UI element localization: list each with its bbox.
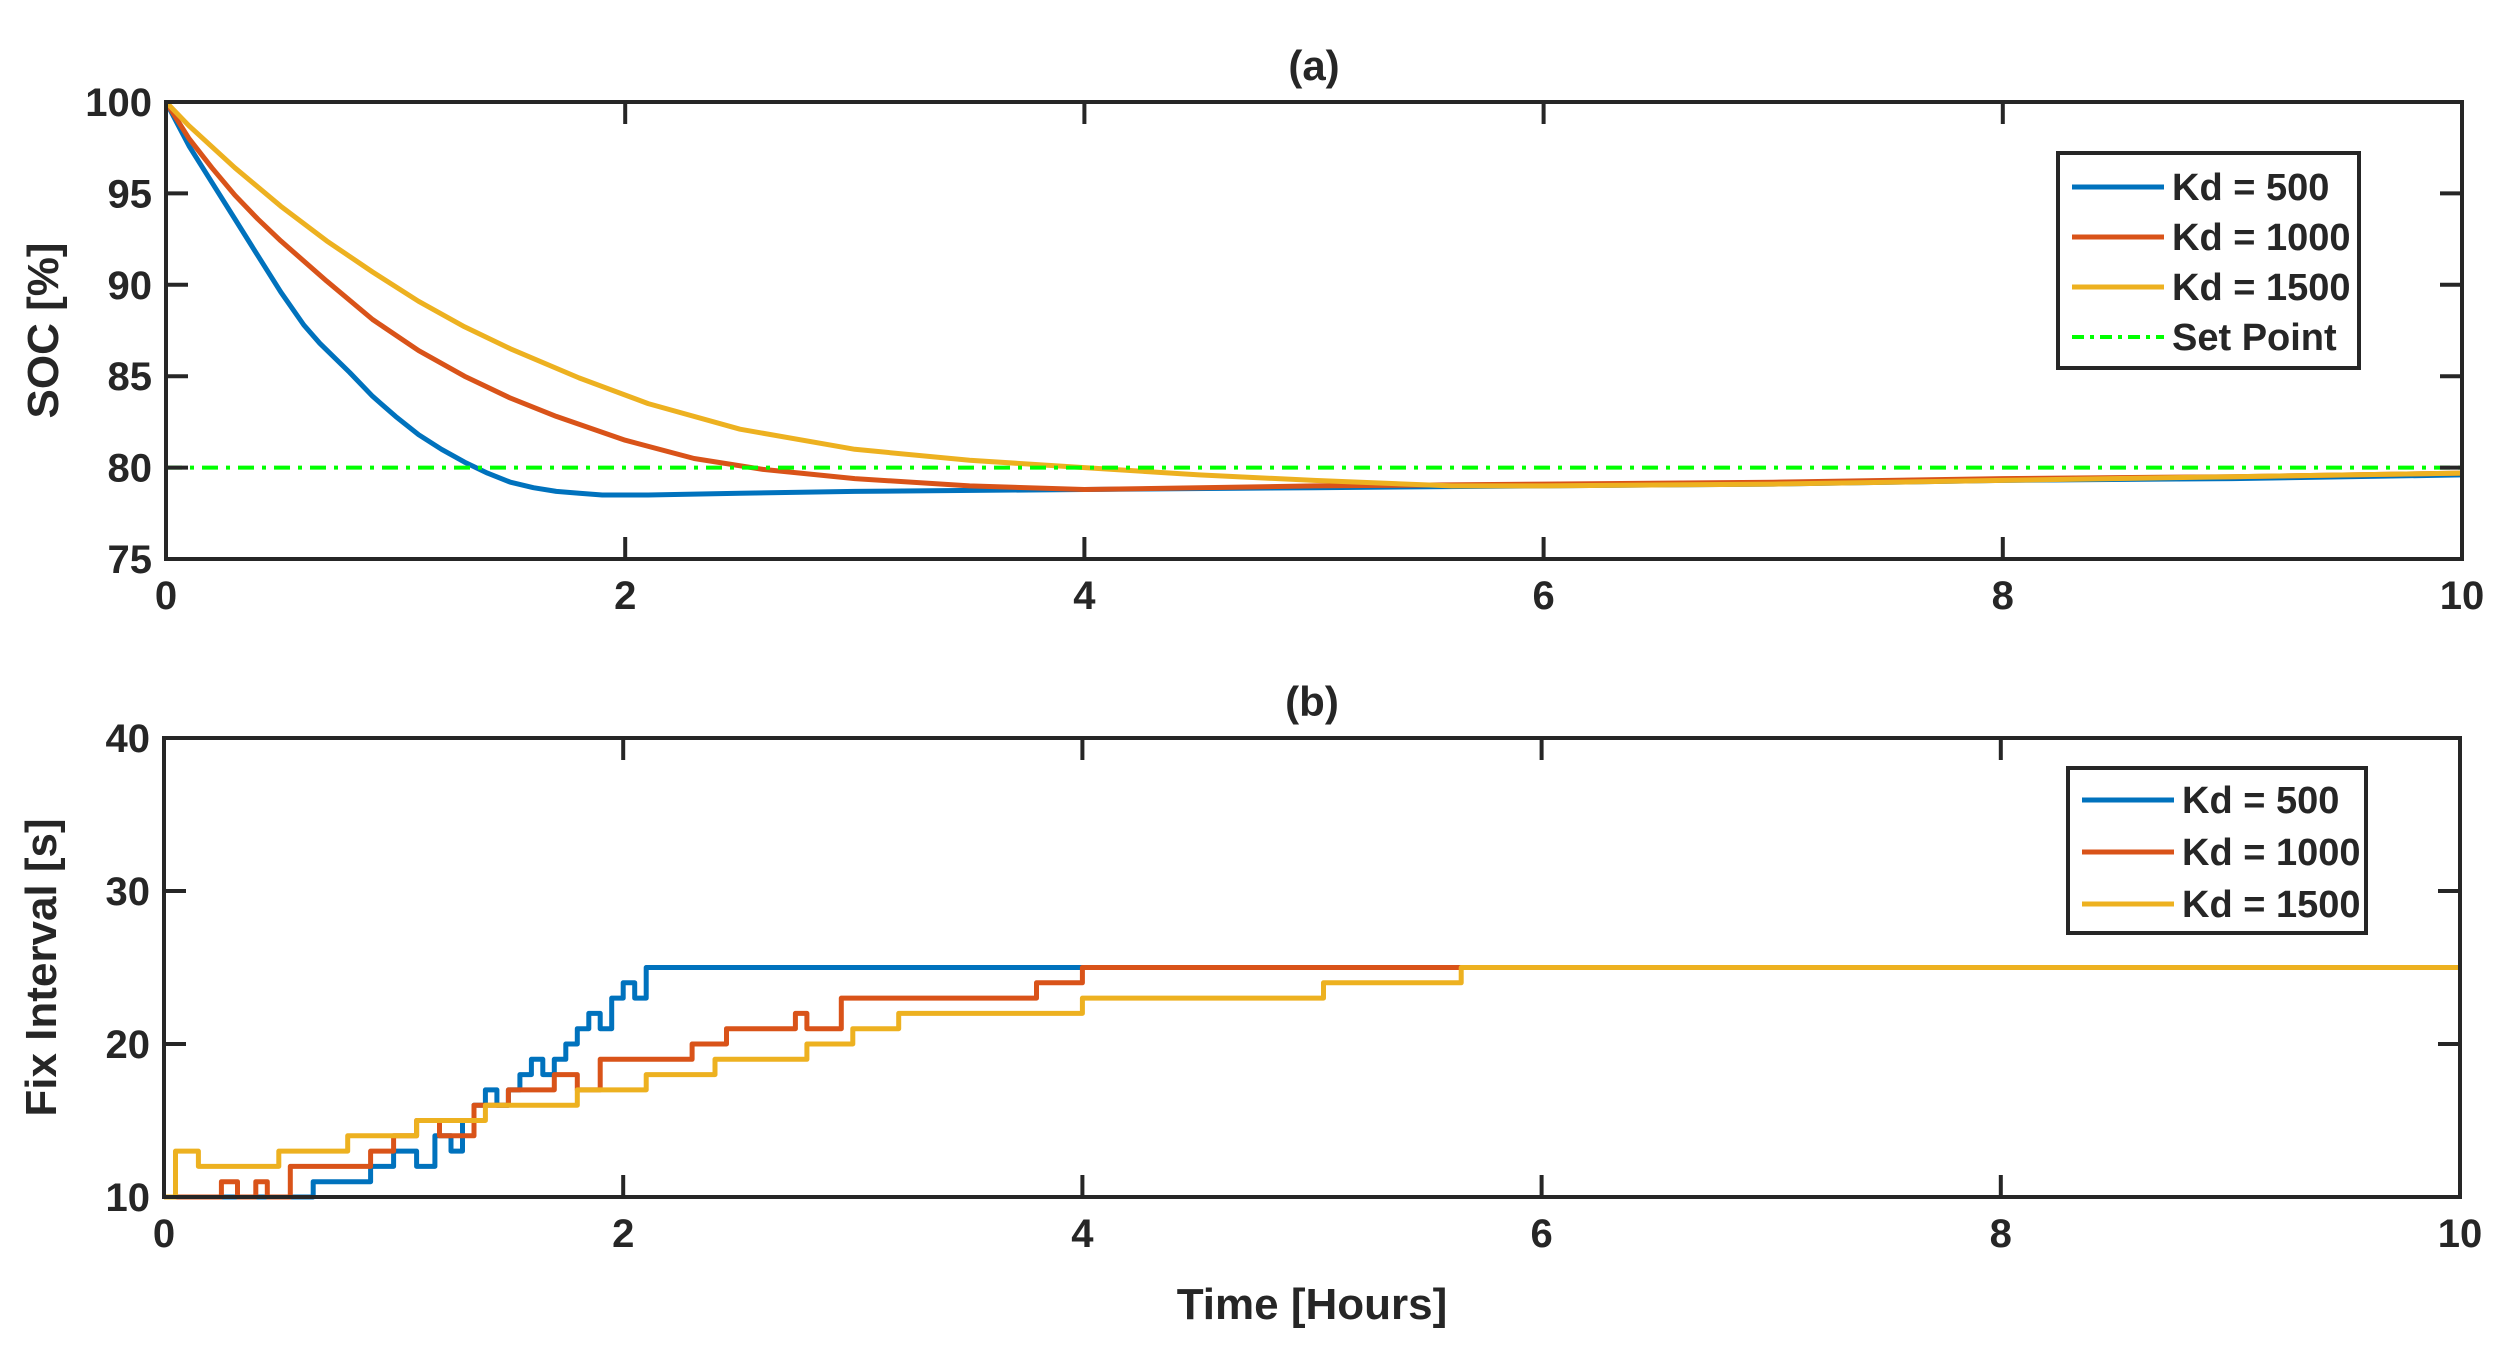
- x-tick-label: 8: [1992, 574, 2014, 618]
- x-tick-label: 0: [153, 1212, 175, 1256]
- x-tick-label: 0: [155, 574, 177, 618]
- y-axis-label: SOC [%]: [19, 243, 68, 419]
- legend-label: Kd = 1500: [2172, 267, 2351, 309]
- x-tick-label: 6: [1532, 574, 1554, 618]
- y-tick-label: 40: [106, 717, 151, 761]
- series-line-kd-500: [164, 965, 2460, 1200]
- series-line-kd-1500: [164, 965, 2460, 1200]
- series-line-kd-1000: [164, 965, 2460, 1200]
- series-group: [166, 100, 2462, 498]
- axes-box: [164, 100, 2464, 561]
- series-line-kd-1500: [166, 100, 2462, 489]
- legend-label: Set Point: [2172, 317, 2337, 359]
- y-tick-label: 95: [108, 172, 153, 216]
- x-tick-label: 8: [1990, 1212, 2012, 1256]
- y-tick-label: 30: [106, 870, 151, 914]
- legend-label: Kd = 1500: [2182, 884, 2361, 926]
- y-axis-label: Fix Interval [s]: [17, 818, 66, 1116]
- x-axis-label: Time [Hours]: [1177, 1280, 1448, 1329]
- x-tick-label: 2: [614, 574, 636, 618]
- y-tick-label: 90: [108, 264, 153, 308]
- panel-b: 0 2 4 6 8 10 10 20 30 40 (b) Fix Interval [s] Time […: [17, 678, 2482, 1329]
- y-tick-label: 20: [106, 1023, 151, 1067]
- y-tick-label: 80: [108, 447, 153, 491]
- panel-title: (b): [1285, 678, 1339, 725]
- y-tick-label: 10: [106, 1176, 151, 1220]
- legend: Kd = 500 Kd = 1000 Kd = 1500: [2066, 766, 2368, 935]
- series-group: [164, 965, 2460, 1200]
- y-tick-label: 100: [85, 81, 152, 125]
- legend: Kd = 500 Kd = 1000 Kd = 1500 Set Point: [2056, 151, 2361, 370]
- panel-title: (a): [1288, 42, 1339, 89]
- x-tick-label: 6: [1530, 1212, 1552, 1256]
- x-tick-label: 4: [1073, 574, 1096, 618]
- x-tick-label: 10: [2438, 1212, 2483, 1256]
- y-tick-label: 85: [108, 355, 153, 399]
- legend-label: Kd = 1000: [2182, 832, 2361, 874]
- legend-label: Kd = 500: [2172, 167, 2329, 209]
- legend-label: Kd = 500: [2182, 780, 2339, 822]
- y-tick-label: 75: [108, 538, 153, 582]
- legend-label: Kd = 1000: [2172, 217, 2351, 259]
- x-tick-label: 2: [612, 1212, 634, 1256]
- axes-box: [162, 736, 2462, 1199]
- x-tick-label: 4: [1071, 1212, 1094, 1256]
- x-tick-label: 10: [2440, 574, 2485, 618]
